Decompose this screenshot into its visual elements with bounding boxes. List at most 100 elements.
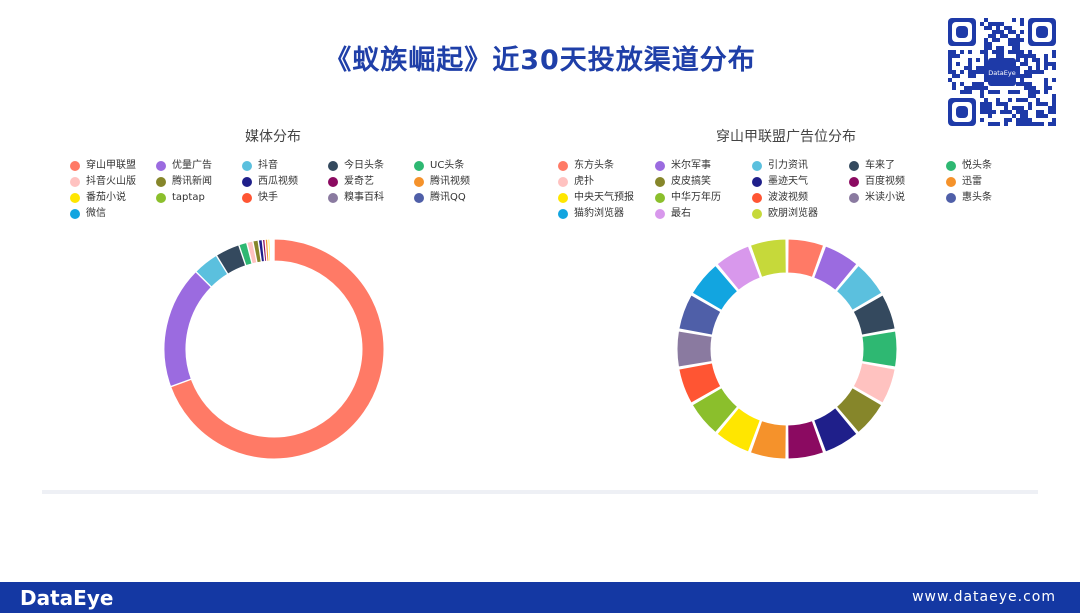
donut-slice[interactable] xyxy=(813,407,858,453)
qr-module xyxy=(996,30,1000,34)
qr-module xyxy=(956,54,960,58)
qr-module xyxy=(1000,22,1004,26)
donut-slice[interactable] xyxy=(852,294,896,336)
qr-module xyxy=(1032,70,1036,74)
donut-slice[interactable] xyxy=(749,420,787,460)
qr-module xyxy=(1016,110,1020,114)
legend-swatch xyxy=(946,161,956,171)
qr-module xyxy=(948,62,952,66)
qr-module xyxy=(1052,106,1056,110)
qr-module xyxy=(952,82,956,86)
qr-module xyxy=(1016,122,1020,126)
placement-chart-legend: 东方头条 米尔军事 引力资讯 车来了 悦头条 虎扑 皮皮搞笑 墨迹天气 百度视频 迅雷 中央天气预报… xyxy=(558,159,1038,223)
qr-module xyxy=(996,122,1000,126)
qr-module xyxy=(992,122,996,126)
qr-module xyxy=(984,98,988,102)
qr-module xyxy=(956,62,960,66)
qr-module xyxy=(1020,82,1024,86)
placement-donut-chart xyxy=(676,238,898,460)
donut-slice[interactable] xyxy=(170,238,385,460)
qr-module xyxy=(964,90,968,94)
donut-slice[interactable] xyxy=(835,386,883,434)
qr-module xyxy=(1016,58,1020,62)
qr-module xyxy=(1008,42,1012,46)
qr-module xyxy=(992,110,996,114)
qr-module xyxy=(992,30,996,34)
donut-slice[interactable] xyxy=(678,294,722,336)
qr-module xyxy=(948,54,952,58)
donut-slice[interactable] xyxy=(691,264,739,312)
qr-module xyxy=(952,74,956,78)
qr-module xyxy=(1008,98,1012,102)
qr-module xyxy=(948,50,952,54)
qr-module xyxy=(972,86,976,90)
qr-module xyxy=(1016,118,1020,122)
qr-module xyxy=(1020,22,1024,26)
qr-module xyxy=(984,42,988,46)
donut-slice[interactable] xyxy=(676,330,713,368)
donut-slice[interactable] xyxy=(691,386,739,434)
qr-module xyxy=(980,86,984,90)
qr-module xyxy=(1028,86,1032,90)
qr-module xyxy=(1020,54,1024,58)
legend-label: 抖音火山版 xyxy=(86,176,136,187)
qr-module xyxy=(992,90,996,94)
qr-module xyxy=(1040,122,1044,126)
qr-module xyxy=(980,94,984,98)
donut-slice[interactable] xyxy=(852,362,896,404)
legend-swatch xyxy=(849,161,859,171)
qr-module xyxy=(1052,66,1056,70)
qr-module xyxy=(1020,74,1024,78)
qr-module xyxy=(1044,86,1048,90)
qr-module xyxy=(1000,34,1004,38)
qr-module xyxy=(1052,94,1056,98)
qr-module xyxy=(960,50,964,54)
footer-url[interactable]: www.dataeye.com xyxy=(912,589,1056,605)
qr-module xyxy=(996,54,1000,58)
qr-module xyxy=(1020,62,1024,66)
qr-module xyxy=(976,86,980,90)
donut-slice[interactable] xyxy=(163,271,213,388)
qr-module xyxy=(1020,118,1024,122)
qr-module xyxy=(1052,54,1056,58)
qr-module xyxy=(1048,122,1052,126)
qr-module xyxy=(1036,70,1040,74)
qr-module xyxy=(1016,82,1020,86)
legend-swatch xyxy=(655,209,665,219)
legend-label: 腾讯QQ xyxy=(430,192,466,203)
donut-slice[interactable] xyxy=(813,245,858,291)
qr-module xyxy=(1016,50,1020,54)
qr-module xyxy=(1012,42,1016,46)
legend-swatch xyxy=(328,193,338,203)
qr-module xyxy=(1052,50,1056,54)
donut-slice[interactable] xyxy=(861,330,898,368)
legend-label: 欧朋浏览器 xyxy=(768,208,818,219)
qr-module xyxy=(1052,98,1056,102)
qr-module xyxy=(1000,30,1004,34)
legend-label: 快手 xyxy=(258,192,278,203)
donut-slice[interactable] xyxy=(787,238,825,278)
qr-module xyxy=(968,70,972,74)
legend-swatch xyxy=(70,209,80,219)
qr-module xyxy=(1024,122,1028,126)
qr-module xyxy=(992,34,996,38)
qr-module xyxy=(1012,106,1016,110)
qr-module xyxy=(1036,122,1040,126)
qr-module xyxy=(1020,106,1024,110)
donut-slice[interactable] xyxy=(835,264,883,312)
qr-module xyxy=(1008,26,1012,30)
donut-slice[interactable] xyxy=(716,407,761,453)
qr-module xyxy=(1028,118,1032,122)
legend-label: 今日头条 xyxy=(344,160,384,171)
qr-module xyxy=(1048,86,1052,90)
donut-slice[interactable] xyxy=(787,420,825,460)
qr-module xyxy=(1020,98,1024,102)
legend-swatch xyxy=(558,161,568,171)
donut-slice[interactable] xyxy=(678,362,722,404)
qr-module xyxy=(1000,50,1004,54)
donut-slice[interactable] xyxy=(716,245,761,291)
donut-slice[interactable] xyxy=(749,238,787,278)
legend-label: 最右 xyxy=(671,208,691,219)
legend-swatch xyxy=(752,161,762,171)
qr-module xyxy=(996,38,1000,42)
